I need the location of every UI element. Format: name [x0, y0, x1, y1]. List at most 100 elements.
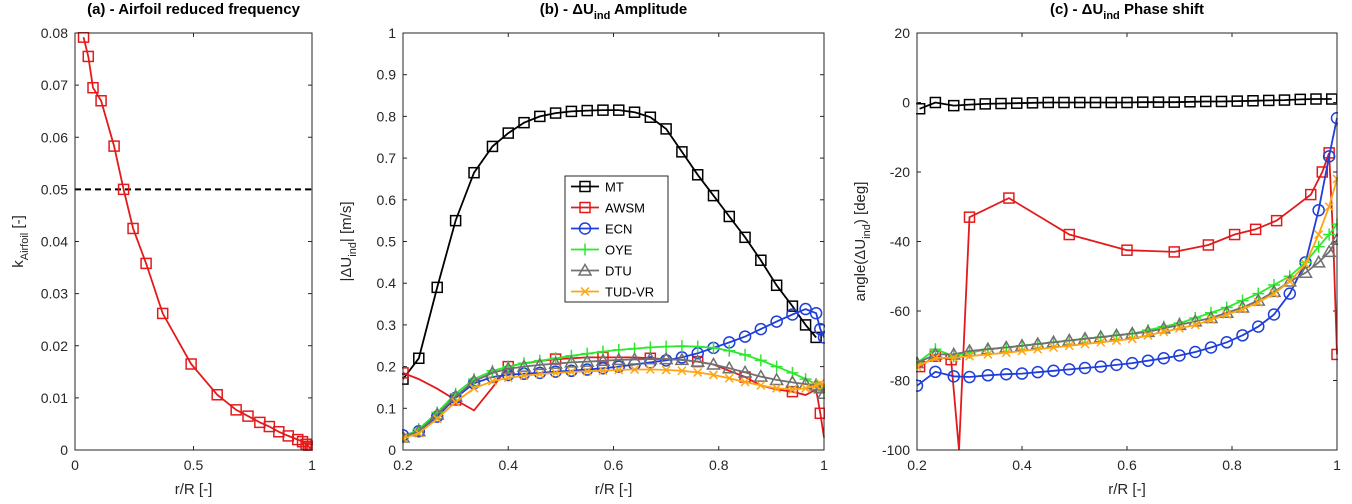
series-dtu-point	[706, 357, 721, 370]
chart-b: 0.2 0.4 0.6 0.8 1 0 0.1 0.2 0.3 0.4 0.5 0.6 0.7 0.8 0.…	[338, 1, 828, 498]
series-tud-vr-point	[1269, 289, 1279, 299]
y-tick-label: 1	[388, 25, 396, 41]
series-mt-point	[1042, 96, 1054, 109]
series-mt-point	[948, 99, 960, 112]
series-mt-point	[723, 210, 736, 223]
y-tick-label: 0.06	[41, 129, 68, 145]
axes-frame	[916, 32, 1338, 451]
series-mt-point	[660, 123, 672, 135]
series-awsm-point	[1063, 228, 1075, 241]
series-mt-point	[1152, 96, 1165, 108]
series-tud-vr-point	[787, 385, 797, 395]
title-main: (b) - ΔU	[540, 1, 594, 18]
series-dtu-line	[402, 358, 825, 439]
series-awsm-line	[402, 356, 825, 438]
series-mt-point	[534, 110, 546, 123]
series-dtu-point	[721, 360, 737, 374]
y-tick-label: 0.2	[377, 359, 397, 375]
x-tick-label: 1	[1333, 457, 1341, 473]
series-ecn-point	[947, 370, 960, 383]
legend-label: DTU	[605, 264, 632, 279]
chart-title: (a) - Airfoil reduced frequency	[87, 1, 300, 18]
series-ecn-point	[1204, 341, 1218, 354]
series-ecn-point	[1000, 367, 1013, 381]
series-mt-point	[755, 254, 767, 267]
y-axis-label: angle(ΔUind) [deg]	[852, 182, 873, 302]
series-ecn-point	[809, 306, 823, 320]
x-axis-label: r/R [-]	[175, 481, 213, 498]
series-oye-point	[1312, 240, 1325, 253]
series-tud-vr-point	[1159, 327, 1169, 337]
series-mt-point	[707, 189, 720, 202]
series-ecn-point	[1189, 345, 1202, 359]
series-tud-vr-point	[772, 383, 782, 393]
title-subscript: ind	[594, 10, 611, 22]
series-oye-point	[754, 354, 767, 367]
series-tud-vr-point	[724, 373, 734, 383]
y-axis-label: |ΔUind| [m/s]	[338, 202, 359, 282]
series-mt-point	[468, 166, 480, 179]
series-tud-vr-point	[535, 369, 545, 379]
series-dtu-point	[564, 354, 579, 368]
series-mt-point	[1278, 94, 1291, 106]
series-tud-vr-point	[964, 351, 975, 361]
series-tud-vr-point	[1143, 330, 1153, 340]
series-mt-point	[676, 146, 688, 158]
y-label-tail: | [m/s]	[338, 202, 355, 243]
series-ecn-point	[963, 370, 976, 384]
legend-label: MT	[605, 180, 624, 195]
series-dtu-point	[532, 357, 548, 371]
series-oye-point	[1323, 228, 1336, 241]
legend-label: AWSM	[605, 201, 645, 216]
series-mt-point	[929, 96, 942, 109]
x-tick-label: 1	[308, 457, 316, 473]
title-subscript: ind	[1103, 10, 1120, 22]
series-oye-point	[770, 360, 783, 373]
series-tud-vr-line	[916, 178, 1338, 368]
series-dtu-point	[579, 354, 595, 367]
y-label-tail: ) [deg]	[852, 182, 869, 225]
series-tud-vr-point	[503, 373, 513, 383]
series-awsm-point	[1003, 192, 1015, 204]
series-tud-vr-point	[1324, 202, 1334, 212]
series-ecn-point	[659, 354, 673, 367]
series-data-point	[211, 388, 223, 401]
series-oye-point	[707, 341, 720, 354]
series-dtu-point	[595, 353, 611, 367]
legend-marker	[580, 286, 590, 297]
series-ecn-point	[1267, 308, 1281, 321]
series-ecn-point	[596, 362, 610, 375]
series-mt-point	[565, 105, 578, 118]
series-ecn-point	[612, 360, 626, 373]
series-dtu-point	[643, 351, 658, 365]
y-tick-label: 0.05	[41, 181, 68, 197]
series-tud-vr-point	[708, 370, 719, 380]
series-ecn-point	[580, 363, 594, 376]
series-dtu-point	[627, 351, 642, 365]
series-tud-vr-point	[1096, 337, 1106, 347]
series-oye-point	[723, 344, 736, 357]
series-ecn-point	[1078, 361, 1092, 375]
series-awsm-point	[1121, 244, 1133, 256]
series-mt-point	[1168, 96, 1180, 108]
series-tud-vr-point	[1127, 334, 1137, 344]
series-dtu-point	[485, 365, 500, 379]
series-ecn-point	[1236, 329, 1249, 342]
series-mt-point	[1294, 93, 1306, 106]
y-tick-label: 0.8	[377, 108, 397, 124]
series-oye-point	[675, 340, 688, 353]
y-tick-label: 0.07	[41, 77, 68, 93]
x-tick-label: 0.4	[1012, 457, 1032, 473]
series-ecn-point	[1094, 360, 1107, 373]
series-tud-vr-point	[1064, 341, 1074, 351]
series-data-point	[242, 410, 254, 422]
legend-marker	[577, 262, 593, 276]
series-awsm-point	[1168, 246, 1180, 258]
series-mt-point	[1310, 93, 1322, 105]
series-tud-vr-point	[983, 349, 993, 359]
series-awsm-point	[1202, 239, 1215, 251]
series-ecn-point	[814, 322, 825, 336]
series-dtu-point	[674, 352, 690, 366]
series-data-point	[82, 50, 95, 63]
series-tud-vr-point	[582, 366, 592, 376]
